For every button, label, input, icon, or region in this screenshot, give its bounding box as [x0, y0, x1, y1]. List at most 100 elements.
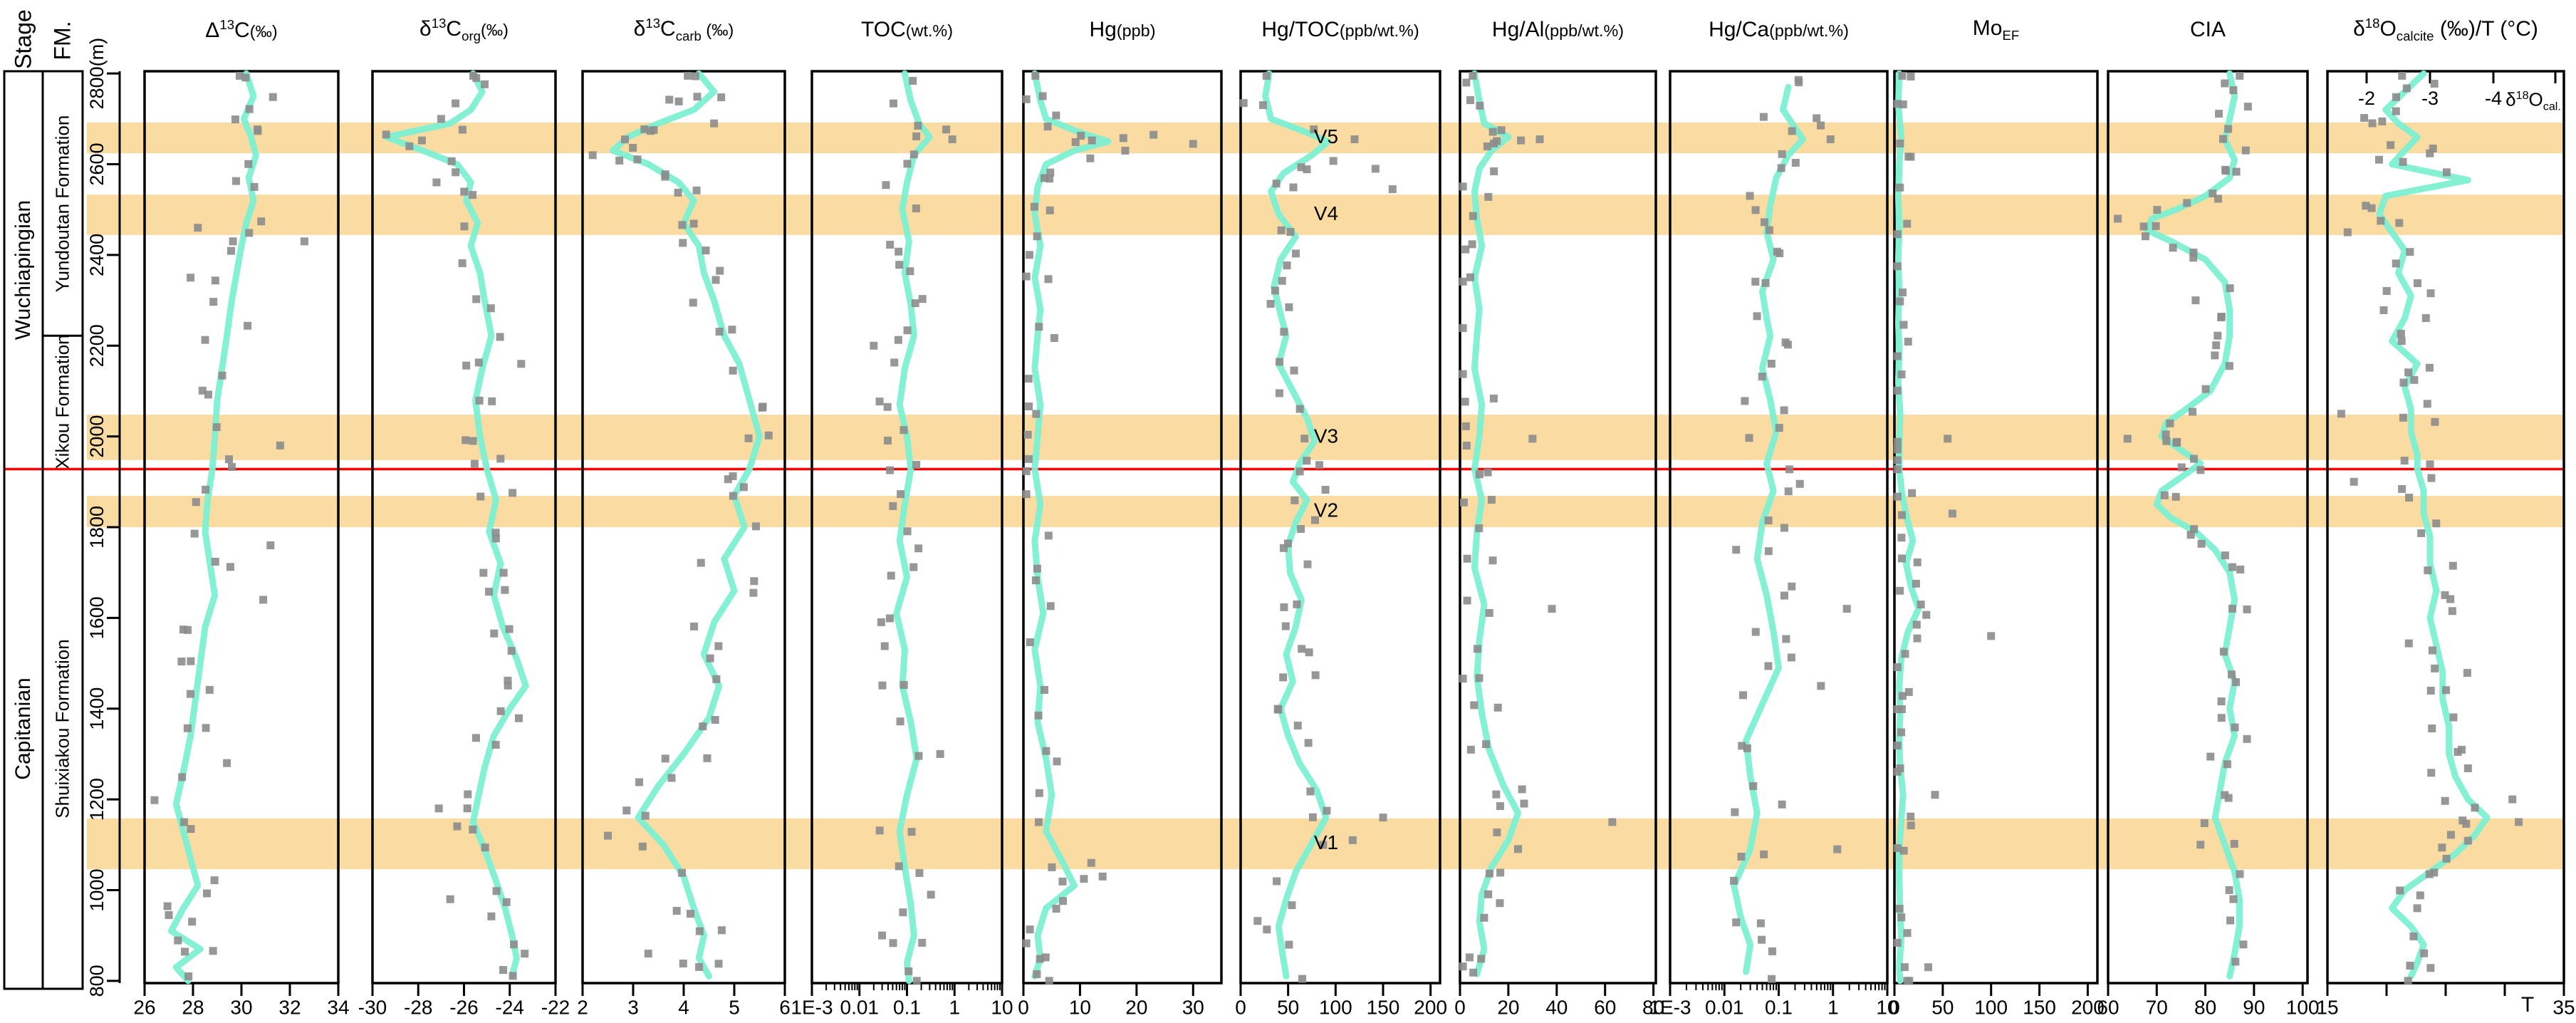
data-point	[1893, 456, 1902, 464]
data-point	[1279, 673, 1288, 682]
data-point	[1912, 620, 1921, 629]
data-point	[2428, 646, 2436, 655]
data-point	[1788, 582, 1796, 591]
data-point	[1730, 876, 1738, 885]
data-point	[1493, 703, 1502, 712]
data-point	[1263, 925, 1271, 934]
data-point	[2441, 591, 2449, 599]
axis-tick-label: 0.01	[1705, 996, 1744, 1018]
data-point	[1912, 579, 1920, 588]
axis-tick-label: 50	[1277, 996, 1299, 1018]
data-point	[2139, 222, 2148, 231]
data-point	[2420, 949, 2429, 957]
data-point	[1893, 437, 1902, 446]
data-point	[1900, 963, 1909, 972]
data-point	[1791, 159, 1800, 167]
data-point	[1272, 180, 1281, 188]
data-point	[184, 972, 193, 980]
data-point	[2152, 222, 2160, 230]
data-point	[1034, 711, 1043, 720]
data-point	[226, 563, 234, 571]
data-point	[1784, 487, 1793, 496]
data-point	[1285, 940, 1293, 949]
data-point	[198, 386, 207, 395]
data-point	[2229, 86, 2238, 95]
panel-box-hg-toc	[1239, 70, 1441, 985]
data-point	[1905, 977, 1914, 985]
data-point	[875, 398, 884, 406]
data-point	[1484, 890, 1493, 898]
data-point	[1893, 352, 1902, 360]
data-point	[1030, 202, 1038, 211]
data-point	[1477, 955, 1486, 963]
data-point	[695, 927, 704, 935]
data-point	[2197, 539, 2206, 548]
data-point	[2231, 723, 2239, 732]
data-point	[942, 125, 951, 134]
data-point	[510, 940, 518, 949]
data-point	[492, 887, 501, 895]
temperature-axis-label: T	[2520, 993, 2535, 1017]
data-point	[1310, 516, 1319, 524]
data-point	[886, 466, 895, 474]
data-point	[1077, 132, 1085, 140]
data-point	[502, 898, 511, 906]
data-point	[2427, 769, 2436, 777]
band-label-v4: V4	[1314, 202, 1338, 224]
data-point	[2236, 870, 2244, 878]
axis-tick-label: 100	[1319, 996, 1352, 1018]
data-point	[1031, 71, 1040, 80]
data-point	[1045, 175, 1054, 183]
data-point	[1893, 262, 1902, 271]
data-point	[690, 622, 699, 630]
data-point	[1321, 486, 1330, 494]
axis-tick-label: 90	[2243, 996, 2265, 1018]
axis-tick-label: 70	[2146, 996, 2168, 1018]
data-point	[1276, 358, 1284, 366]
data-point	[1022, 272, 1031, 281]
axis-tick-label: 80	[2194, 996, 2216, 1018]
data-point	[490, 629, 499, 638]
data-point	[622, 806, 631, 815]
data-point	[661, 754, 669, 763]
data-point	[2426, 460, 2434, 469]
data-point	[909, 563, 918, 571]
data-point	[2236, 565, 2245, 573]
data-point	[2442, 168, 2451, 177]
data-point	[1023, 430, 1032, 439]
panel-title-d13c-org: δ13Corg(‰)	[419, 16, 509, 43]
data-point	[1303, 457, 1311, 465]
data-point	[1488, 128, 1497, 136]
data-point	[1898, 71, 1907, 80]
data-point	[1899, 846, 1908, 855]
data-point	[254, 127, 262, 135]
data-point	[710, 119, 719, 128]
data-point	[1608, 818, 1617, 826]
data-point	[635, 778, 644, 786]
data-point	[1280, 603, 1288, 611]
data-point	[1780, 524, 1788, 532]
data-point	[2123, 435, 2132, 443]
panel-title-d13c-pair: Δ13C(‰)	[205, 17, 278, 42]
data-point	[878, 681, 887, 690]
data-point	[434, 804, 443, 813]
trend-line-mo-ef	[1894, 70, 1922, 985]
data-point	[744, 434, 753, 442]
data-point	[1899, 289, 1907, 297]
data-point	[453, 822, 462, 831]
panel-box-hg	[1022, 70, 1223, 985]
data-point	[1038, 92, 1047, 100]
axis-tick-label: 10	[991, 996, 1013, 1018]
data-point	[2189, 248, 2198, 256]
data-point	[1305, 648, 1313, 657]
data-point	[2153, 206, 2162, 214]
data-point	[1913, 634, 1921, 643]
data-point	[1315, 461, 1323, 469]
data-point	[2228, 604, 2236, 613]
data-point	[1041, 953, 1050, 962]
data-point	[514, 714, 523, 722]
panel-title-toc: TOC(wt.%)	[860, 18, 954, 41]
depth-tick-label: 1200	[86, 778, 108, 821]
data-point	[1461, 398, 1469, 406]
data-point	[2217, 697, 2226, 706]
